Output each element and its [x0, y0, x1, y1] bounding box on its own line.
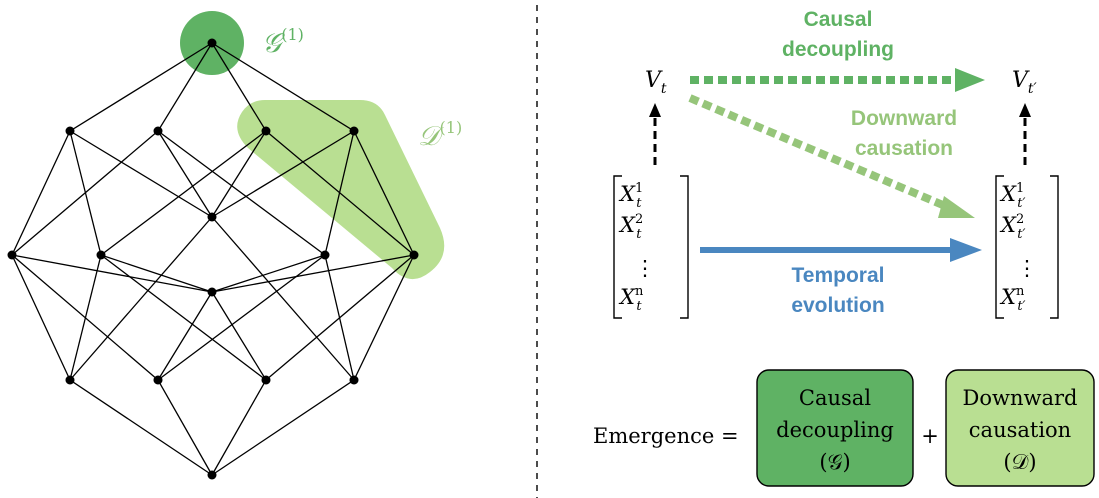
lattice-nodes [7, 38, 419, 480]
downward-causation-label-1: Downward [851, 107, 957, 130]
right-supervenience-arrowhead [1019, 103, 1031, 117]
left-vector-entry-2: X2 t [618, 212, 643, 242]
lattice-node [65, 126, 75, 136]
lattice-node [261, 375, 271, 385]
v-tprime-label: Vt′ [1012, 68, 1038, 97]
lattice-node [7, 250, 17, 260]
lattice-node [207, 470, 217, 480]
emergence-lhs: Emergence = [593, 424, 739, 448]
emergence-equation: Emergence = Causal decoupling (𝒢) + Down… [593, 369, 1095, 487]
lattice-node [320, 250, 330, 260]
temporal-evolution-label-1: Temporal [792, 264, 885, 287]
lattice-node [261, 126, 271, 136]
causal-decoupling-label-1: Causal [804, 8, 873, 31]
left-vector-entry-n: Xn t [618, 284, 644, 314]
right-vector-ellipsis: ⋮ [1017, 256, 1038, 280]
left-vector-entry-1: X1 t [618, 181, 643, 211]
lattice-node [207, 38, 217, 48]
right-vector-entry-2: X2 t′ [999, 212, 1025, 242]
lattice-node [207, 212, 217, 222]
lattice-node [153, 126, 163, 136]
box2-line-2: causation [969, 418, 1071, 442]
lattice-node [349, 126, 359, 136]
left-vector-ellipsis: ⋮ [635, 256, 656, 280]
box1-line-1: Causal [799, 386, 871, 410]
right-vector-entry-n: Xn t′ [999, 284, 1026, 314]
box2-line-3: (𝒟) [1003, 450, 1036, 474]
right-state-vector: X1 t′ X2 t′ ⋮ Xn t′ [995, 175, 1059, 319]
causal-diagram: Vt Vt′ Causal decoupling Downward causat… [613, 8, 1059, 319]
causal-decoupling-box [756, 369, 914, 487]
downward-causation-arrow [688, 94, 952, 212]
left-state-vector: X1 t X2 t ⋮ Xn t [613, 175, 689, 319]
downward-causation-arrowhead [938, 196, 975, 218]
lattice-node [65, 375, 75, 385]
lattice-edges [11, 42, 415, 476]
right-vector-entry-1: X1 t′ [999, 181, 1025, 211]
lattice-node [409, 250, 419, 260]
downward-causation-label-2: causation [855, 137, 953, 160]
lattice-node [153, 375, 163, 385]
lattice-diagram: 𝒢(1) 𝒟(1) [7, 11, 462, 480]
lattice-node [349, 375, 359, 385]
plus-sign: + [921, 424, 939, 448]
g1-label: 𝒢(1) [262, 25, 304, 59]
d1-label: 𝒟(1) [418, 118, 462, 152]
downward-causation-box [945, 369, 1095, 487]
box1-line-2: decoupling [776, 418, 894, 442]
v-t-label: Vt [645, 68, 667, 97]
lattice-node [207, 287, 217, 297]
box1-line-3: (𝒢) [819, 450, 850, 474]
box2-line-1: Downward [963, 386, 1078, 410]
causal-decoupling-label-2: decoupling [782, 38, 894, 61]
temporal-evolution-label-2: evolution [791, 294, 884, 317]
left-supervenience-arrowhead [649, 103, 661, 117]
causal-decoupling-arrowhead [955, 68, 985, 92]
lattice-node [96, 250, 106, 260]
temporal-evolution-arrowhead [950, 238, 982, 262]
